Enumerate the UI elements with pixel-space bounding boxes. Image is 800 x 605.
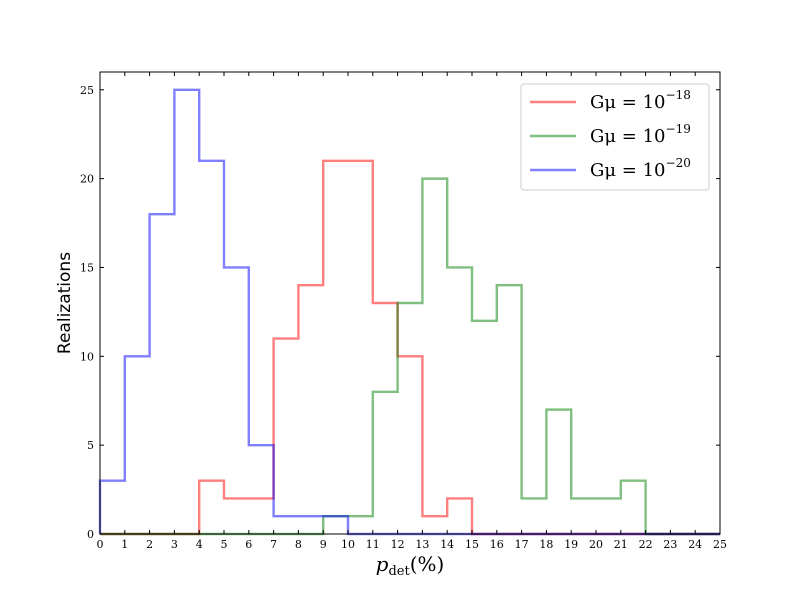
x-tick-label: 19	[564, 538, 578, 551]
x-tick-label: 22	[639, 538, 653, 551]
y-axis-title: Realizations	[55, 252, 75, 354]
y-tick-label: 0	[87, 528, 94, 541]
plot-frame	[99, 71, 721, 535]
x-tick-label: 0	[97, 538, 104, 551]
legend-label-1: Gμ = 10−18	[590, 88, 691, 113]
x-axis-title: pdet(%)	[376, 552, 445, 579]
x-axis-title-suffix: (%)	[410, 552, 445, 576]
x-tick-label: 15	[465, 538, 479, 551]
y-tick-label: 10	[80, 350, 94, 363]
x-tick-label: 7	[270, 538, 277, 551]
x-tick-label: 14	[440, 538, 454, 551]
y-tick-label: 5	[87, 439, 94, 452]
y-tick-label: 25	[80, 84, 94, 97]
x-tick-label: 8	[295, 538, 302, 551]
x-tick-label: 12	[391, 538, 405, 551]
x-tick-label: 20	[589, 538, 603, 551]
x-tick-label: 5	[221, 538, 228, 551]
x-tick-label: 11	[366, 538, 380, 551]
x-tick-label: 6	[245, 538, 252, 551]
legend-label-2: Gμ = 10−19	[590, 122, 691, 147]
x-tick-label: 18	[539, 538, 553, 551]
legend-label-base: Gμ = 10	[590, 126, 666, 147]
legend-label-base: Gμ = 10	[590, 92, 666, 113]
legend-label-exponent: −20	[666, 156, 691, 170]
x-tick-label: 16	[490, 538, 504, 551]
y-tick-label: 20	[80, 173, 94, 186]
legend-label-exponent: −18	[666, 88, 691, 102]
legend-label-exponent: −19	[666, 122, 691, 136]
legend-label-3: Gμ = 10−20	[590, 156, 691, 181]
legend-label-base: Gμ = 10	[590, 160, 666, 181]
x-tick-label: 1	[121, 538, 128, 551]
x-tick-label: 17	[515, 538, 529, 551]
y-tick-label: 15	[80, 261, 94, 274]
x-tick-label: 9	[320, 538, 327, 551]
x-tick-label: 21	[614, 538, 628, 551]
x-tick-label: 2	[146, 538, 153, 551]
x-tick-label: 13	[415, 538, 429, 551]
x-tick-label: 24	[688, 538, 702, 551]
x-tick-label: 3	[171, 538, 178, 551]
x-tick-label: 23	[663, 538, 677, 551]
x-axis-title-subscript: det	[388, 564, 410, 579]
x-tick-label: 4	[196, 538, 203, 551]
ticks-layer: 0 1 2 3 4 5 6 7 8 9 10 11 12 13 14 15 16 17 18 19 20 21 22 23 24…	[80, 72, 727, 551]
series-line-1	[100, 159, 720, 536]
x-axis-title-base: p	[376, 552, 389, 576]
legend-box	[520, 83, 710, 191]
x-tick-label: 25	[713, 538, 727, 551]
x-tick-label: 10	[341, 538, 355, 551]
